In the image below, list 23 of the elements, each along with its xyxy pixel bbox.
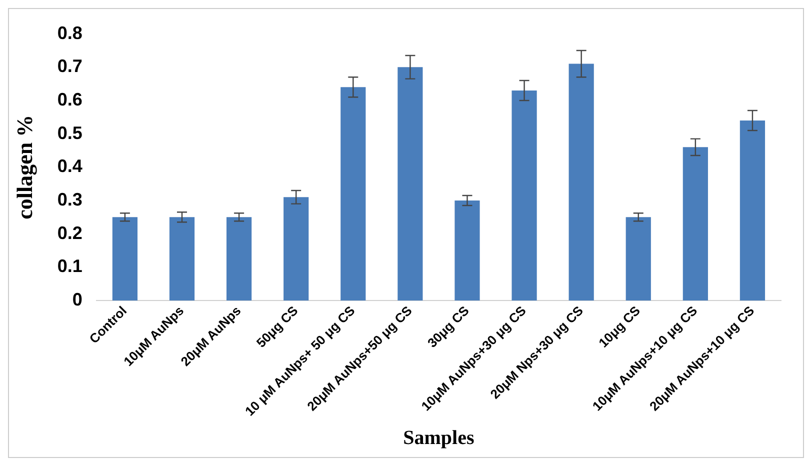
bar xyxy=(340,87,366,300)
bar xyxy=(512,90,537,300)
y-tick-label: 0.1 xyxy=(57,256,82,276)
x-axis-title: Samples xyxy=(403,427,474,450)
y-tick-label: 0.2 xyxy=(57,222,82,243)
y-tick-label: 0.3 xyxy=(57,189,82,210)
y-tick-label: 0.5 xyxy=(57,122,82,143)
y-tick-label: 0.7 xyxy=(57,56,82,76)
bar xyxy=(682,147,708,300)
bar xyxy=(112,217,138,300)
bar xyxy=(169,217,195,300)
bar xyxy=(454,200,480,300)
bar xyxy=(226,217,252,300)
y-tick-label: 0 xyxy=(72,289,82,310)
y-tick-label: 0.6 xyxy=(57,89,82,110)
bar xyxy=(568,64,594,300)
bar xyxy=(398,67,423,300)
y-tick-label: 0.8 xyxy=(57,22,82,43)
bar xyxy=(626,217,651,300)
y-axis-title: collagen % xyxy=(12,114,37,220)
y-tick-label: 0.4 xyxy=(57,156,82,176)
bar xyxy=(740,120,766,300)
bar xyxy=(284,197,309,300)
